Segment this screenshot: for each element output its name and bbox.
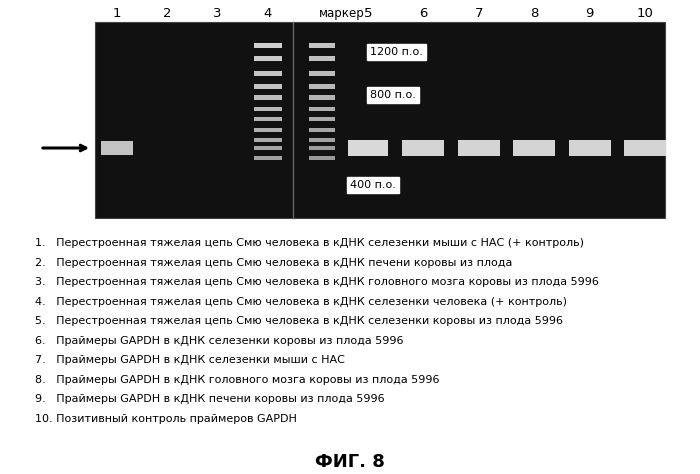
Bar [309,55,335,61]
Bar [254,83,282,89]
Bar [309,43,335,47]
Text: 5: 5 [364,7,372,19]
Bar [309,94,335,100]
Bar [402,140,444,156]
Text: 9: 9 [585,7,594,19]
Bar [568,140,610,156]
Bar [254,128,282,132]
Text: 7: 7 [475,7,483,19]
Bar [254,71,282,75]
Bar [624,140,666,156]
Bar [309,128,335,132]
Bar [309,107,335,111]
Text: 9.   Праймеры GAPDH в кДНК печени коровы из плода 5996: 9. Праймеры GAPDH в кДНК печени коровы и… [35,394,384,404]
Text: 3: 3 [214,7,222,19]
Text: 2: 2 [163,7,172,19]
Text: 10: 10 [636,7,653,19]
Text: 2.   Перестроенная тяжелая цепь Смю человека в кДНК печени коровы из плода: 2. Перестроенная тяжелая цепь Смю челове… [35,257,512,267]
Text: 7.   Праймеры GAPDH в кДНК селезенки мыши с НАС: 7. Праймеры GAPDH в кДНК селезенки мыши … [35,355,345,365]
Text: 8.   Праймеры GAPDH в кДНК головного мозга коровы из плода 5996: 8. Праймеры GAPDH в кДНК головного мозга… [35,374,440,384]
Bar [309,71,335,75]
Text: 400 п.о.: 400 п.о. [350,180,396,190]
Text: 1: 1 [113,7,121,19]
Text: 5.   Перестроенная тяжелая цепь Смю человека в кДНК селезенки коровы из плода 59: 5. Перестроенная тяжелая цепь Смю челове… [35,316,563,326]
Text: ФИГ. 8: ФИГ. 8 [315,453,385,471]
Bar [254,117,282,121]
Bar [254,94,282,100]
Text: 4: 4 [264,7,272,19]
Text: 6: 6 [419,7,428,19]
Text: 1.   Перестроенная тяжелая цепь Смю человека в кДНК селезенки мыши с НАС (+ конт: 1. Перестроенная тяжелая цепь Смю челове… [35,238,584,248]
Bar [309,138,335,142]
Bar [95,22,665,218]
Bar [348,140,388,156]
Bar [309,146,335,150]
Text: 3.   Перестроенная тяжелая цепь Смю человека в кДНК головного мозга коровы из пл: 3. Перестроенная тяжелая цепь Смю челове… [35,277,599,287]
Text: 10. Позитивный контроль праймеров GAPDH: 10. Позитивный контроль праймеров GAPDH [35,413,297,423]
Bar [101,141,133,155]
Bar [254,43,282,47]
Bar [309,156,335,160]
Bar [309,117,335,121]
Bar [254,146,282,150]
Bar [254,138,282,142]
Bar [254,107,282,111]
Text: 800 п.о.: 800 п.о. [370,90,416,100]
Bar [254,55,282,61]
Bar [309,83,335,89]
Bar [458,140,500,156]
Text: 6.   Праймеры GAPDH в кДНК селезенки коровы из плода 5996: 6. Праймеры GAPDH в кДНК селезенки коров… [35,336,403,346]
Text: 4.   Перестроенная тяжелая цепь Смю человека в кДНК селезенки человека (+ контро: 4. Перестроенная тяжелая цепь Смю челове… [35,297,567,307]
Text: 8: 8 [530,7,538,19]
Text: 1200 п.о.: 1200 п.о. [370,47,423,57]
Text: маркер: маркер [319,7,365,19]
Bar [513,140,555,156]
Bar [254,156,282,160]
